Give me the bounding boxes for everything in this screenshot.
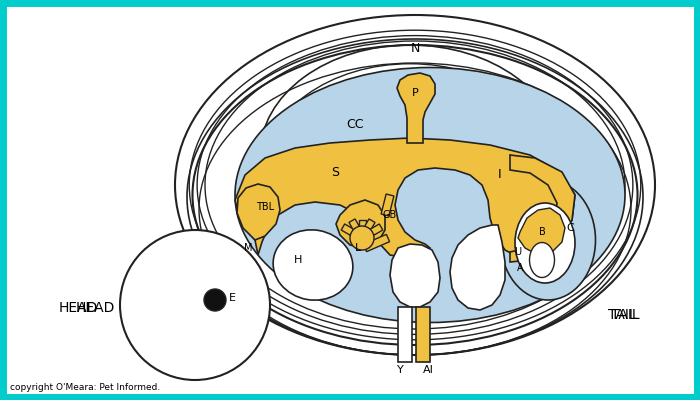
Polygon shape [510,155,575,262]
Bar [398,307,412,362]
Polygon shape [341,224,364,241]
Polygon shape [237,184,280,240]
Ellipse shape [235,68,625,322]
Text: B: B [538,227,545,237]
Text: TBL: TBL [256,202,274,212]
Text: TAIL: TAIL [608,308,636,322]
Text: copyright O'Meara: Pet Informed.: copyright O'Meara: Pet Informed. [10,384,160,392]
Polygon shape [235,138,575,258]
Polygon shape [381,194,394,216]
Polygon shape [359,219,375,240]
Circle shape [350,226,374,250]
Text: L: L [355,243,361,253]
Text: TAIL: TAIL [610,308,639,322]
Text: S: S [331,166,339,180]
Text: GB: GB [383,210,397,220]
Ellipse shape [273,230,353,300]
Text: P: P [412,88,419,98]
Text: E: E [228,293,235,303]
Polygon shape [518,208,565,255]
Polygon shape [450,225,505,310]
Text: H: H [294,255,302,265]
Polygon shape [360,224,383,241]
Ellipse shape [500,180,596,300]
Bar [416,307,430,362]
Text: C: C [566,223,574,233]
Polygon shape [358,220,365,238]
Circle shape [120,230,270,380]
Ellipse shape [515,203,575,283]
Polygon shape [390,244,440,307]
Text: HEAD: HEAD [76,301,115,315]
Polygon shape [397,73,435,143]
Polygon shape [336,200,385,248]
Polygon shape [363,234,390,252]
Text: I: I [498,168,502,182]
Text: N: N [410,42,420,54]
Text: A: A [517,263,524,273]
Circle shape [204,289,226,311]
Text: Y: Y [397,365,403,375]
Text: HEAD: HEAD [58,301,98,315]
Text: U: U [514,247,522,257]
Text: CC: CC [346,118,364,132]
Text: AI: AI [423,365,433,375]
Ellipse shape [175,15,655,355]
Ellipse shape [529,242,554,278]
Ellipse shape [193,45,638,345]
Text: M: M [244,243,252,253]
Polygon shape [349,219,365,240]
